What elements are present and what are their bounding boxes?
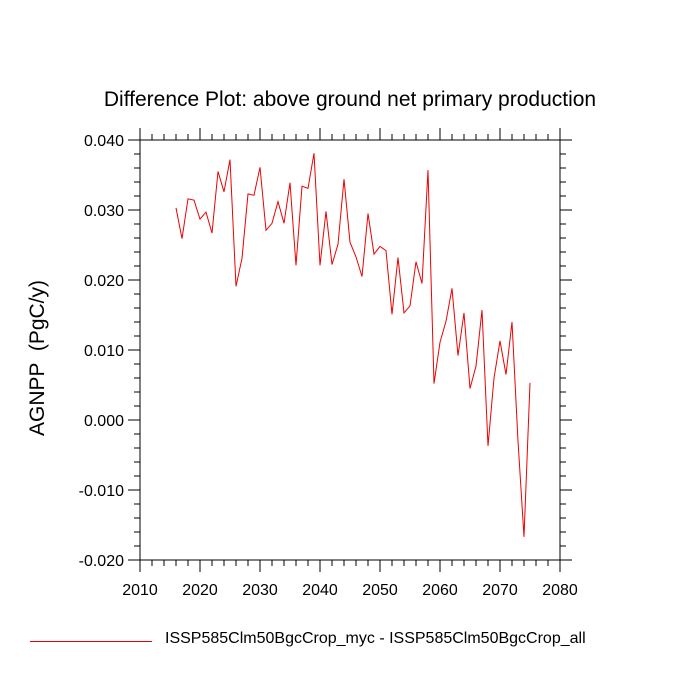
x-tick-label: 2030 — [242, 582, 278, 599]
y-tick-label: 0.010 — [84, 343, 124, 360]
y-tick-label: -0.020 — [79, 553, 124, 570]
legend-series-line — [30, 641, 152, 642]
y-tick-label: 0.040 — [84, 133, 124, 150]
legend-series-label: ISSP585Clm50BgcCrop_myc - ISSP585Clm50Bg… — [165, 630, 586, 647]
y-tick-label: 0.030 — [84, 203, 124, 220]
x-tick-label: 2050 — [362, 582, 398, 599]
y-tick-label: -0.010 — [79, 483, 124, 500]
x-tick-label: 2010 — [122, 582, 158, 599]
y-tick-label: 0.000 — [84, 413, 124, 430]
y-tick-label: 0.020 — [84, 273, 124, 290]
x-tick-label: 2070 — [482, 582, 518, 599]
x-tick-label: 2060 — [422, 582, 458, 599]
x-tick-label: 2020 — [182, 582, 218, 599]
series-line — [175, 153, 531, 537]
plot-frame — [139, 139, 561, 561]
y-axis-label: AGNPP (PgC/y) — [26, 280, 49, 436]
legend: ISSP585Clm50BgcCrop_myc - ISSP585Clm50Bg… — [30, 630, 690, 654]
x-tick-label: 2080 — [542, 582, 578, 599]
chart-title: Difference Plot: above ground net primar… — [103, 88, 597, 111]
x-tick-label: 2040 — [302, 582, 338, 599]
